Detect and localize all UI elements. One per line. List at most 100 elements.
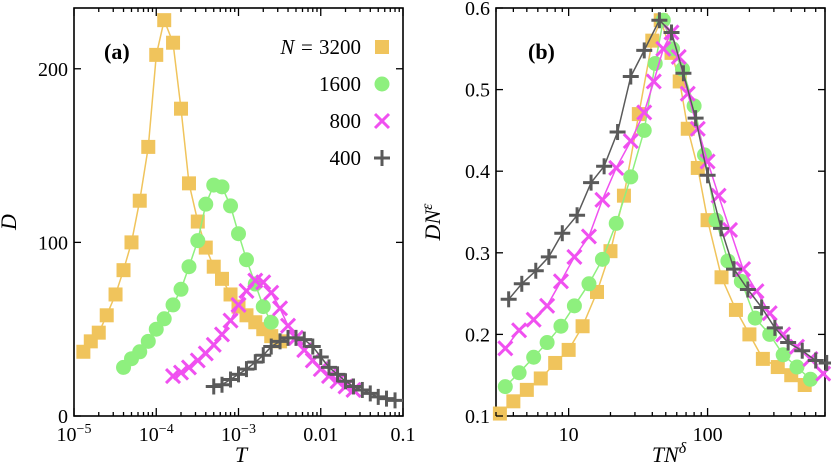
a-series-800-point-6-stroke-2: [213, 326, 231, 343]
a-series-400-point-0: [205, 378, 222, 395]
a-series-400-point-14: [321, 359, 338, 376]
a-series-800-point-7-stroke-2: [222, 312, 239, 329]
a-series-400-point-1: [213, 376, 230, 393]
b-series-800-point-20: [734, 261, 752, 278]
b-series-1600-point-22: [775, 347, 791, 363]
b-y-tick-label-2: 0.3: [465, 243, 490, 265]
a-series-3200-point-4: [108, 287, 123, 302]
panel-a-y-axis-label: D: [0, 214, 21, 231]
a-series-400-point-20: [370, 388, 387, 405]
b-series-1600-point-0: [497, 379, 513, 395]
b-series-800-point-7-stroke-2: [594, 191, 611, 208]
a-series-1600-point-3: [140, 333, 156, 349]
legend: N = 3200 1600 800 400: [279, 35, 391, 170]
b-series-800-point-5-stroke-2: [566, 248, 583, 265]
b-series-1600-point-11: [647, 55, 663, 71]
a-series-3200-point-16: [206, 259, 221, 274]
b-y-tick-label-3: 0.4: [465, 161, 490, 183]
legend-label-800: 800: [330, 109, 362, 133]
a-x-tick-label-1: 10−4: [139, 422, 174, 446]
b-series-400-point-14: [687, 110, 704, 127]
b-series-800-point-20-stroke-2: [734, 261, 752, 278]
a-series-3200-point-10: [157, 13, 172, 28]
b-series-3200-point-0: [492, 406, 507, 421]
b-series-3200-point-18: [714, 270, 729, 285]
b-series-400-point-23: [807, 352, 824, 369]
a-x-tick-label-exp-0: −5: [77, 422, 92, 437]
b-series-800-point-6-stroke-2: [580, 228, 598, 245]
b-series-400-point-17: [726, 261, 743, 278]
a-x-tick-label-2: 10−3: [221, 422, 256, 446]
b-y-tick-label-5: 0.6: [465, 0, 490, 20]
a-series-800-point-5: [205, 336, 222, 353]
a-y-tick-label-0: 0: [58, 406, 68, 428]
a-series-800-point-12-stroke-2: [263, 284, 280, 301]
a-series-3200-point-12: [174, 101, 189, 116]
a-series-3200-point-17: [214, 271, 229, 286]
panel-b-y-axis-label: DNε: [419, 203, 445, 242]
a-series-400-point-5: [247, 354, 264, 371]
legend-marker-3200: [375, 40, 389, 54]
panel-b-x-ticks: 10 100: [495, 8, 826, 446]
a-y-tick-label-2: 200: [38, 59, 68, 81]
b-series-3200-point-1: [506, 394, 521, 409]
b-series-400-point-22: [794, 342, 811, 359]
a-series-400-point-15: [329, 366, 346, 383]
panel-b-y-axis-label-main: DN: [420, 209, 445, 242]
a-x-tick-label-exp-1: −4: [159, 422, 174, 437]
b-series-1600-point-23: [789, 359, 805, 375]
a-x-tick-label-0: 10−5: [57, 422, 92, 446]
a-series-3200-point-2: [91, 325, 106, 340]
b-series-400-point-20: [766, 319, 783, 336]
b-series-800-point-22-stroke-2: [761, 305, 778, 322]
panel-b-y-ticks: 0.1 0.2 0.3 0.4 0.5 0.6: [465, 0, 825, 428]
a-series-3200-point-8: [141, 139, 156, 154]
a-series-800-point-14-stroke-2: [279, 317, 297, 334]
a-series-400-point-8: [272, 333, 289, 350]
b-series-3200-point-15: [680, 121, 695, 136]
b-series-800-point-1: [511, 322, 528, 339]
b-series-3200-point-6: [575, 319, 590, 334]
b-series-800-point-2: [525, 311, 542, 328]
b-series-3200-point-4: [548, 355, 563, 370]
b-series-800-point-7: [594, 191, 611, 208]
b-series-400-point-16: [713, 220, 730, 237]
b-series-800-point-21: [748, 283, 765, 300]
legend-label-text-3200: 3200: [319, 35, 361, 59]
b-series-800-point-10: [636, 104, 653, 121]
a-x-tick-label-4: 0.1: [391, 424, 416, 446]
a-series-1600-point-7: [173, 281, 189, 297]
panel-b-label: (b): [528, 39, 555, 64]
b-x-tick-label-0: 10: [559, 424, 579, 446]
b-series-3200-point-9: [616, 188, 631, 203]
b-series-1600-point-3: [539, 335, 555, 351]
b-series-400-point-4: [554, 225, 571, 242]
b-series-800-point-24-stroke-2: [788, 338, 806, 355]
a-series-800-point-8: [230, 296, 247, 313]
b-series-1600-point-2: [526, 349, 542, 365]
a-x-tick-label-3: 0.01: [303, 424, 338, 446]
a-x-tick-label-base-2: 10: [221, 424, 241, 446]
b-series-3200-point-3: [533, 371, 548, 386]
a-series-400-point-18: [354, 381, 371, 398]
a-series-400-point-22: [387, 392, 404, 409]
b-series-1600-point-24: [802, 371, 818, 387]
a-series-3200-point-11: [166, 35, 181, 50]
a-series-1600-point-6: [165, 297, 181, 313]
b-series-1600-point-6: [581, 276, 597, 292]
b-series-400-line: [508, 18, 827, 364]
b-series-1600-point-9: [623, 169, 639, 185]
b-series-800-point-17-stroke-2: [699, 153, 716, 170]
a-series-800-point-10-stroke-2: [247, 272, 264, 289]
b-series-400-point-0: [500, 291, 517, 308]
panel-b-x-axis-label: TNδ: [652, 440, 687, 467]
b-series-400-point-11: [651, 12, 668, 29]
panel-b-x-axis-label-main: TN: [652, 442, 680, 467]
b-series-1600-point-8: [608, 215, 624, 231]
b-series-1600-point-4: [553, 318, 569, 334]
b-series-800-point-8: [608, 159, 625, 176]
b-series-400-point-18: [739, 281, 756, 298]
a-x-tick-label-exp-2: −3: [241, 422, 256, 437]
b-series-400-point-1: [513, 275, 530, 292]
